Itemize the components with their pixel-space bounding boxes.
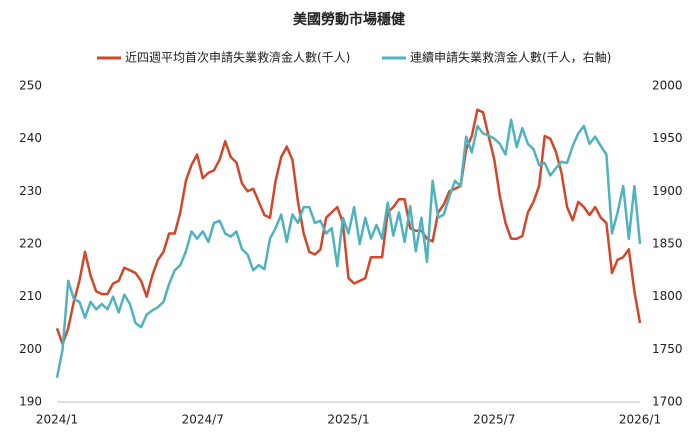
y-tick-label: 230 bbox=[19, 184, 42, 198]
y2-tick-label: 1800 bbox=[652, 289, 683, 303]
y-tick-label: 190 bbox=[19, 395, 42, 409]
legend-label: 近四週平均首次申請失業救濟金人數(千人) bbox=[125, 50, 350, 65]
y2-tick-label: 1750 bbox=[652, 342, 683, 356]
y2-tick-label: 2000 bbox=[652, 79, 683, 93]
y-tick-label: 220 bbox=[19, 237, 42, 251]
y2-tick-label: 1700 bbox=[652, 395, 683, 409]
x-tick-label: 2025/7 bbox=[473, 413, 515, 427]
y-tick-label: 250 bbox=[19, 79, 42, 93]
y-tick-label: 200 bbox=[19, 342, 42, 356]
y2-tick-label: 1950 bbox=[652, 131, 683, 145]
y-tick-label: 210 bbox=[19, 289, 42, 303]
chart-title: 美國勞動市場穩健 bbox=[293, 11, 405, 28]
y2-tick-label: 1900 bbox=[652, 184, 683, 198]
data-line bbox=[55, 118, 642, 379]
y-tick-label: 240 bbox=[19, 131, 42, 145]
data-line bbox=[55, 108, 642, 346]
x-tick-label: 2024/7 bbox=[182, 413, 224, 427]
x-tick-label: 2024/1 bbox=[36, 413, 78, 427]
y2-tick-label: 1850 bbox=[652, 237, 683, 251]
legend-label: 連續申請失業救濟金人數(千人，右軸) bbox=[410, 50, 611, 65]
x-tick-label: 2025/1 bbox=[327, 413, 369, 427]
x-tick-label: 2026/1 bbox=[619, 413, 661, 427]
